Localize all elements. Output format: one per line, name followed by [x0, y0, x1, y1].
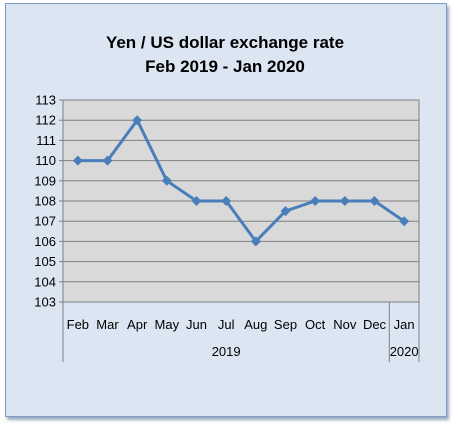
chart-title: Yen / US dollar exchange rate [106, 33, 344, 52]
y-tick-label: 106 [34, 234, 56, 249]
x-tick-label: Aug [244, 317, 267, 332]
data-point-marker [250, 236, 261, 247]
data-point-marker [132, 115, 143, 126]
y-tick-label: 112 [35, 113, 56, 128]
data-point-marker [161, 175, 172, 186]
x-tick-label: Sep [274, 317, 297, 332]
y-tick-label: 105 [34, 254, 56, 269]
y-tick-label: 109 [34, 173, 56, 188]
chart-subtitle: Feb 2019 - Jan 2020 [145, 57, 305, 76]
data-point-marker [310, 196, 321, 206]
y-tick-label: 108 [34, 194, 56, 209]
x-tick-label: Jan [394, 317, 415, 332]
data-point-marker [102, 155, 113, 166]
data-point-marker [280, 206, 291, 217]
x-tick-label: Jun [186, 317, 207, 332]
x-tick-label: Dec [363, 317, 387, 332]
year-group-label: 2020 [390, 344, 419, 359]
x-axis-ticks: Feb Mar Apr May Jun Jul Aug Sep Oct Nov Dec Jan [67, 317, 415, 332]
x-tick-label: Apr [127, 317, 148, 332]
data-point-marker [72, 155, 83, 166]
data-point-marker [369, 196, 380, 206]
y-tick-label: 104 [34, 274, 56, 289]
y-axis-ticks: 103 104 105 106 107 108 109 110 111 112 113 [34, 93, 63, 310]
x-tick-label: Jul [218, 317, 235, 332]
data-point-marker [399, 216, 410, 227]
x-tick-label: Oct [305, 317, 326, 332]
x-tick-label: May [155, 317, 180, 332]
data-point-marker [339, 196, 350, 206]
data-point-marker [191, 196, 202, 206]
y-tick-label: 107 [34, 214, 56, 229]
year-group-label: 2019 [212, 344, 241, 359]
data-point-marker [221, 196, 232, 206]
year-groups: 2019 2020 [62, 302, 420, 362]
x-tick-label: Feb [67, 317, 89, 332]
y-tick-label: 113 [35, 93, 56, 108]
y-tick-label: 110 [35, 153, 56, 168]
x-tick-label: Mar [96, 317, 119, 332]
x-tick-label: Nov [333, 317, 357, 332]
data-markers [72, 115, 410, 247]
y-tick-label: 111 [36, 133, 56, 148]
y-tick-label: 103 [34, 295, 56, 310]
